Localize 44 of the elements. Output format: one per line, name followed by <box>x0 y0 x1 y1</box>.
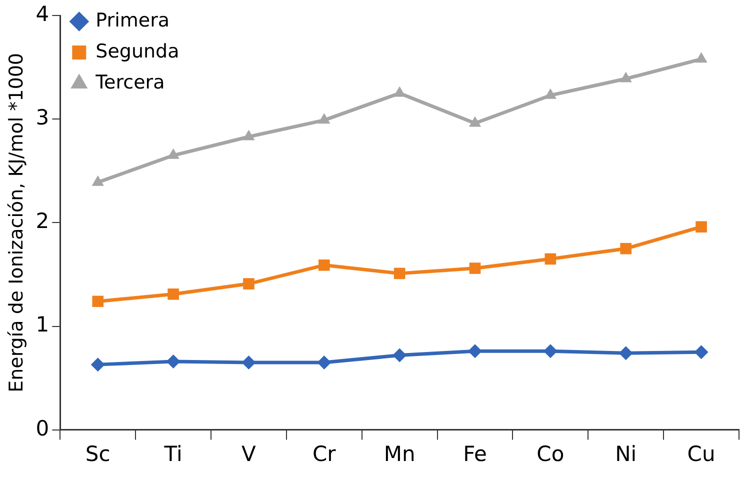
point <box>166 354 180 368</box>
point <box>318 113 330 124</box>
x-tick-label: Cu <box>687 442 716 466</box>
x-tick-label: Ni <box>615 442 637 466</box>
point <box>92 296 104 308</box>
point <box>468 344 482 358</box>
legend-label: Tercera <box>94 71 165 94</box>
x-tick-label: Fe <box>463 442 487 466</box>
point <box>696 221 707 232</box>
point <box>318 260 330 271</box>
x-tick-label: Co <box>536 442 564 466</box>
point <box>620 242 632 254</box>
legend-label: Segunda <box>96 40 180 62</box>
point <box>620 72 632 82</box>
x-tick-label: Mn <box>384 442 416 466</box>
point <box>695 52 708 63</box>
x-tick-label: V <box>242 442 257 466</box>
point <box>317 355 332 370</box>
point <box>468 116 482 127</box>
point <box>92 175 104 186</box>
y-tick-label: 2 <box>36 209 50 234</box>
point <box>168 288 179 300</box>
point <box>242 355 256 370</box>
point <box>469 262 481 274</box>
y-tick-label: 3 <box>36 106 50 130</box>
point <box>618 346 633 360</box>
x-tick-label: Ti <box>163 442 182 466</box>
point <box>543 344 558 358</box>
point <box>694 345 708 360</box>
y-tick-label: 1 <box>36 312 50 337</box>
point <box>544 88 556 99</box>
x-tick-label: Cr <box>312 442 336 466</box>
point <box>167 148 180 159</box>
point <box>242 130 255 140</box>
point <box>392 348 407 362</box>
x-tick-label: Sc <box>85 442 110 466</box>
point <box>544 253 556 265</box>
point <box>90 358 105 372</box>
point <box>394 268 406 280</box>
legend-label: Primera <box>96 9 170 32</box>
y-axis-title: Energía de Ionización, KJ/mol *1000 <box>5 52 28 392</box>
y-tick-label: 4 <box>36 2 50 26</box>
point <box>243 278 254 290</box>
y-tick-label: 0 <box>36 416 50 440</box>
